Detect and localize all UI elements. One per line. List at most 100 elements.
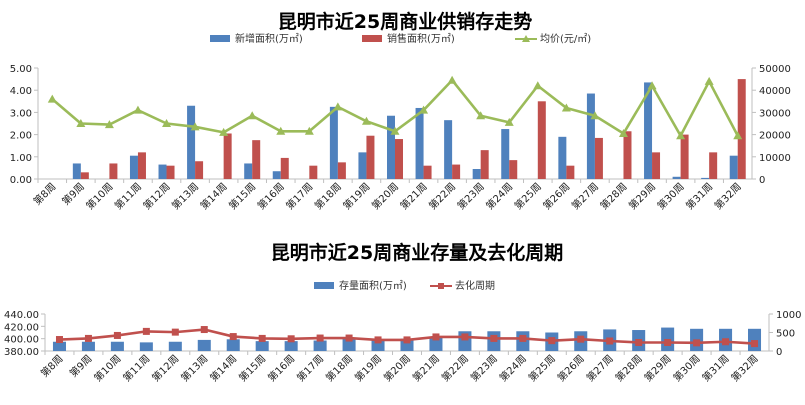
right-tick-label: 0 xyxy=(776,347,782,358)
left-tick-label: 2.00 xyxy=(10,131,32,142)
bar-2-18 xyxy=(537,101,546,179)
left-tick-label: 3.00 xyxy=(10,108,32,119)
bar-1-2 xyxy=(72,163,81,179)
chart-title: 昆明市近25周商业供销存走势 xyxy=(278,10,532,33)
bar-2-5 xyxy=(166,165,175,179)
bar-1-2 xyxy=(81,341,95,351)
bar-1-9 xyxy=(272,171,281,179)
bars xyxy=(72,79,746,179)
bar-2-20 xyxy=(594,137,603,179)
bar-1-20 xyxy=(586,93,595,179)
x-tick-label: 第22周 xyxy=(426,180,458,212)
bar-1-4 xyxy=(129,155,138,179)
x-tick-label: 第8周 xyxy=(31,180,59,208)
x-tick-label: 第26周 xyxy=(540,180,572,212)
bar-1-6 xyxy=(197,339,211,351)
bar-2-25 xyxy=(737,79,746,179)
right-tick-label: 40000 xyxy=(759,86,791,97)
bar-1-17 xyxy=(501,129,510,179)
legend: 存量面积(万㎡) 去化周期 xyxy=(314,279,495,292)
bar-2-11 xyxy=(337,162,346,179)
bar-1-4 xyxy=(139,342,153,351)
x-tick-label: 第15周 xyxy=(226,180,258,212)
x-tick-label: 第9周 xyxy=(67,352,95,380)
point-3-6 xyxy=(190,122,200,131)
bar-2-3 xyxy=(109,163,118,179)
bar-2-22 xyxy=(652,152,661,179)
right-tick-label: 20000 xyxy=(759,131,791,142)
point-3-13 xyxy=(390,126,400,135)
lines xyxy=(47,75,743,140)
x-tick-label: 第10周 xyxy=(91,352,123,384)
x-tick-label: 第27周 xyxy=(584,352,616,384)
x-tick-label: 第26周 xyxy=(555,352,587,384)
bar-1-19 xyxy=(558,136,567,179)
bar-1-12 xyxy=(358,152,367,179)
bar-1-7 xyxy=(226,339,240,351)
point-2-23 xyxy=(693,339,701,347)
x-tick-label: 第32周 xyxy=(728,352,760,384)
bar-2-23 xyxy=(680,134,689,179)
x-tick-label: 第30周 xyxy=(654,180,686,212)
x-tick-label: 第17周 xyxy=(294,352,326,384)
bar-1-14 xyxy=(415,107,424,179)
axes: 5.00 4.00 3.00 2.00 1.00 0.00 50000 40000 30000 2… xyxy=(10,64,791,212)
point-3-15 xyxy=(447,75,457,84)
bar-1-8 xyxy=(255,341,269,351)
point-2-19 xyxy=(577,335,585,343)
x-tick-label: 第12周 xyxy=(149,352,181,384)
point-3-16 xyxy=(476,111,486,120)
x-tick-label: 第10周 xyxy=(83,180,115,212)
point-2-1 xyxy=(55,336,63,344)
bar-2-9 xyxy=(280,157,289,179)
point-2-2 xyxy=(84,334,92,342)
point-2-20 xyxy=(606,337,614,345)
bar-2-17 xyxy=(509,160,518,179)
point-3-5 xyxy=(162,119,172,127)
left-tick-label: 0.00 xyxy=(10,175,32,186)
x-tick-label: 第11周 xyxy=(120,352,152,384)
x-tick-label: 第21周 xyxy=(397,180,429,212)
point-2-7 xyxy=(229,333,237,341)
bar-2-2 xyxy=(80,172,89,179)
x-tick-label: 第9周 xyxy=(59,180,87,208)
point-3-7 xyxy=(219,127,229,136)
x-tick-label: 第28周 xyxy=(612,352,644,384)
point-3-21 xyxy=(618,128,628,137)
point-2-25 xyxy=(751,340,759,348)
point-2-9 xyxy=(287,335,295,343)
x-tick-label: 第16周 xyxy=(265,352,297,384)
point-3-9 xyxy=(276,126,286,135)
x-tick-label: 第8周 xyxy=(38,352,66,380)
point-3-24 xyxy=(704,76,714,85)
point-2-14 xyxy=(432,333,440,341)
x-tick-label: 第18周 xyxy=(312,180,344,212)
bar-2-16 xyxy=(480,150,489,179)
right-tick-label: 1000 xyxy=(776,310,801,321)
point-3-14 xyxy=(419,105,429,114)
point-3-1 xyxy=(47,94,57,103)
x-tick-label: 第29周 xyxy=(641,352,673,384)
left-tick-label: 380.00 xyxy=(4,347,39,358)
x-tick-label: 第16周 xyxy=(255,180,287,212)
x-tick-label: 第25周 xyxy=(512,180,544,212)
x-tick-label: 第14周 xyxy=(207,352,239,384)
x-tick-label: 第29周 xyxy=(626,180,658,212)
point-2-12 xyxy=(374,336,382,344)
x-tick-label: 第13周 xyxy=(169,180,201,212)
point-3-25 xyxy=(733,131,743,140)
x-tick-label: 第18周 xyxy=(323,352,355,384)
bar-1-24 xyxy=(701,177,710,179)
x-tick-label: 第21周 xyxy=(410,352,442,384)
bar-1-13 xyxy=(387,115,395,179)
point-3-2 xyxy=(76,119,86,127)
point-2-18 xyxy=(548,337,556,345)
bar-1-5 xyxy=(168,341,182,351)
left-tick-label: 400.00 xyxy=(4,335,39,346)
x-tick-label: 第24周 xyxy=(483,180,515,212)
left-tick-label: 420.00 xyxy=(4,322,39,333)
x-tick-label: 第12周 xyxy=(140,180,172,212)
point-3-22 xyxy=(647,81,657,90)
